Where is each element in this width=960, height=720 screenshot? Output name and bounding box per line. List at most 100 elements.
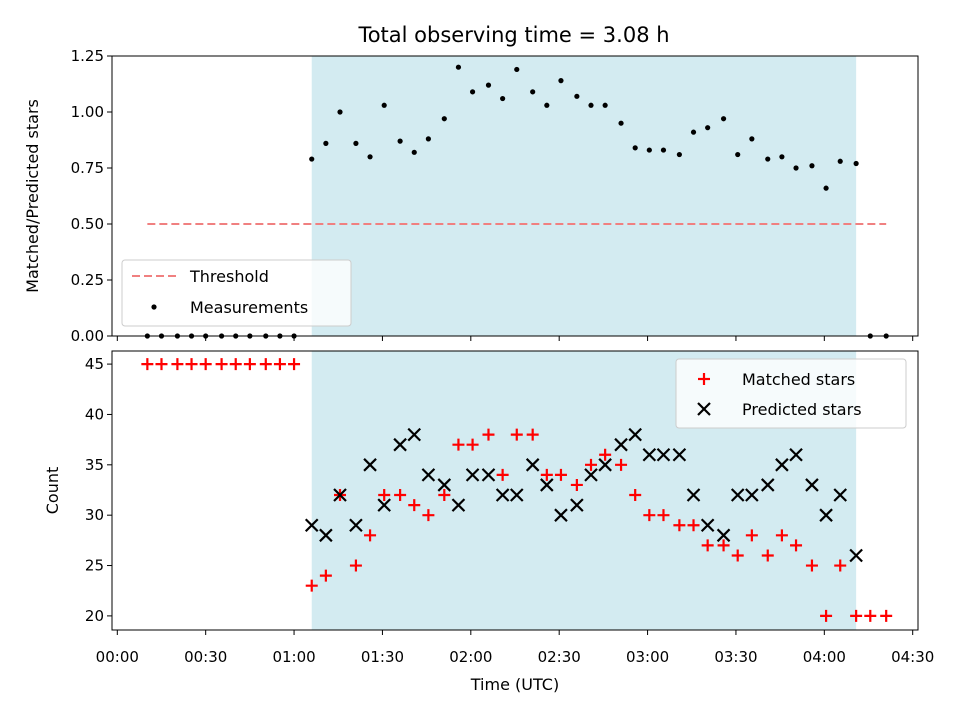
measurement-point <box>793 165 799 171</box>
measurement-point <box>425 136 431 142</box>
matched-star-point <box>673 519 686 532</box>
measurement-point <box>837 158 843 164</box>
measurement-point <box>779 154 785 160</box>
measurement-point <box>353 140 359 146</box>
matched-star-point <box>820 609 833 622</box>
matched-star-point <box>496 468 509 481</box>
measurement-point <box>367 154 373 160</box>
predicted-star-point <box>377 498 391 512</box>
matched-star-point <box>834 559 847 572</box>
y-tick-label: 45 <box>85 355 104 373</box>
legend-measurements-swatch <box>151 304 157 310</box>
predicted-star-point <box>686 488 701 502</box>
ratio-y-axis-label: Matched/Predicted stars <box>23 99 42 293</box>
predicted-star-point <box>849 548 863 563</box>
x-tick-label: 02:00 <box>449 648 492 666</box>
measurement-point <box>823 185 829 191</box>
x-axis-ticks: 00:00 00:30 01:00 01:30 02:00 02:30 03:00 03:30… <box>96 648 935 666</box>
matched-star-point <box>466 438 479 451</box>
measurement-point <box>455 64 462 70</box>
matched-star-point <box>687 519 700 532</box>
legend-predicted-swatch <box>697 402 711 416</box>
y-tick-label: 1.00 <box>71 103 104 121</box>
ratio-axes-frame <box>111 55 919 337</box>
matched-star-point <box>141 358 154 371</box>
count-panel: 20 25 30 35 40 45 Count Matched stars Predict… <box>43 350 935 694</box>
predicted-star-point <box>730 488 745 502</box>
measurement-point <box>411 149 417 155</box>
ratio-panel: 0.00 0.25 0.50 0.75 1.00 1.25 Matched/Predict… <box>23 47 919 345</box>
matched-star-point <box>554 468 567 481</box>
predicted-star-point <box>760 478 775 492</box>
measurement-point <box>660 147 667 153</box>
matched-star-point <box>717 539 730 552</box>
matched-star-point <box>171 358 184 371</box>
predicted-star-point <box>481 468 496 482</box>
predicted-star-point <box>598 458 612 472</box>
chart-title: Total observing time = 3.08 h <box>357 23 669 47</box>
matched-star-point <box>570 478 583 491</box>
predicted-star-point <box>393 437 407 452</box>
measurement-point <box>690 129 697 135</box>
measurement-point <box>720 116 727 122</box>
y-tick-label: 0.50 <box>71 215 104 233</box>
x-tick-label: 02:30 <box>538 648 581 666</box>
matched-star-point <box>761 549 774 562</box>
matched-star-point <box>155 358 168 371</box>
matched-star-point <box>259 358 272 371</box>
matched-star-point <box>510 428 523 441</box>
predicted-star-point <box>540 478 554 492</box>
matched-star-point <box>701 539 714 552</box>
y-tick-label: 40 <box>85 405 104 423</box>
matched-star-point <box>229 358 242 371</box>
measurement-point <box>602 102 608 108</box>
measurement-point <box>809 163 815 169</box>
x-tick-label: 03:30 <box>714 648 757 666</box>
measurement-point <box>381 102 387 108</box>
predicted-star-point <box>554 508 568 522</box>
predicted-star-point <box>745 488 759 502</box>
measurement-point <box>765 156 771 162</box>
x-tick-label: 01:30 <box>361 648 404 666</box>
measurement-point <box>853 160 859 167</box>
x-tick-label: 00:00 <box>96 648 139 666</box>
predicted-star-point <box>775 458 789 472</box>
matched-star-point <box>864 609 877 622</box>
matched-star-point <box>850 609 863 622</box>
matched-star-point <box>215 358 228 371</box>
matched-star-point <box>288 358 301 371</box>
count-marks <box>141 358 893 622</box>
matched-star-point <box>364 529 377 542</box>
measurement-point <box>558 78 564 84</box>
matched-star-point <box>731 549 744 562</box>
x-tick-label: 01:00 <box>272 648 315 666</box>
x-tick-label: 03:00 <box>626 648 669 666</box>
y-tick-label: 35 <box>85 456 104 474</box>
predicted-star-point <box>363 458 377 472</box>
predicted-star-point <box>700 518 715 533</box>
measurement-point <box>500 95 506 102</box>
y-tick-label: 25 <box>85 557 104 575</box>
measurement-point <box>441 116 447 122</box>
x-tick-label: 00:30 <box>184 648 227 666</box>
measurement-point <box>588 102 594 108</box>
measurement-point <box>530 89 536 95</box>
predicted-star-point <box>628 427 642 442</box>
observing-window-band <box>311 56 857 336</box>
matched-star-point <box>657 509 670 522</box>
matched-star-point <box>805 559 818 572</box>
legend-matched-swatch <box>698 373 710 385</box>
measurement-point <box>749 136 755 142</box>
predicted-star-point <box>407 427 422 442</box>
matched-star-point <box>378 489 391 502</box>
predicted-star-point <box>672 447 687 462</box>
predicted-star-point <box>319 528 333 543</box>
measurement-point <box>646 147 652 153</box>
matched-star-point <box>349 559 362 572</box>
matched-star-point <box>585 458 598 471</box>
predicted-star-point <box>349 518 363 533</box>
measurement-point <box>485 82 492 88</box>
ratio-marks <box>144 64 889 339</box>
predicted-star-point <box>437 478 452 492</box>
legend-measurements-label: Measurements <box>190 298 308 317</box>
